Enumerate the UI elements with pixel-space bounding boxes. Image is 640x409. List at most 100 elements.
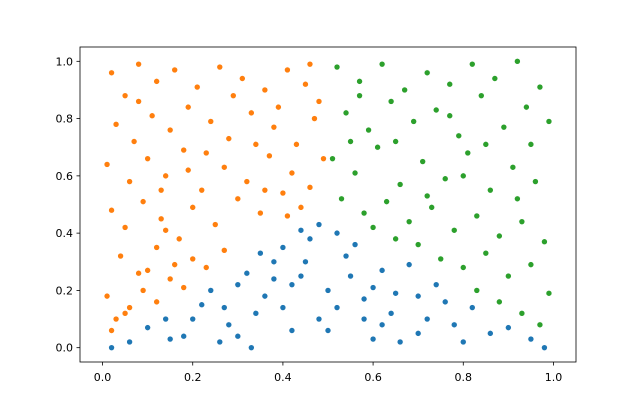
point-series-2	[329, 155, 336, 162]
point-series-2	[473, 287, 481, 294]
point-series-2	[478, 92, 485, 99]
point-series-2	[360, 209, 368, 217]
point-series-0	[261, 292, 269, 300]
point-series-1	[135, 269, 142, 277]
point-series-2	[500, 123, 508, 131]
point-series-1	[261, 186, 269, 194]
point-series-2	[419, 158, 426, 165]
point-series-0	[347, 272, 354, 280]
point-series-1	[220, 247, 228, 254]
point-series-0	[288, 281, 296, 288]
y-tick-label: 1.0	[56, 55, 74, 68]
point-series-0	[351, 241, 359, 248]
point-series-2	[446, 112, 454, 120]
points-layer	[103, 58, 553, 351]
x-tick: 1.0	[545, 362, 563, 384]
point-series-1	[135, 60, 142, 68]
point-series-0	[360, 315, 368, 323]
point-series-0	[288, 327, 296, 334]
x-tick: 0.0	[94, 362, 112, 384]
point-series-1	[297, 204, 305, 211]
point-series-1	[216, 63, 224, 71]
point-series-1	[171, 66, 178, 74]
point-series-2	[383, 198, 390, 205]
point-series-2	[374, 143, 381, 151]
point-series-0	[315, 221, 323, 228]
point-series-0	[333, 304, 341, 311]
point-series-1	[230, 92, 237, 99]
point-series-1	[157, 215, 165, 223]
point-series-2	[459, 264, 467, 271]
y-tick: 0.2	[56, 284, 80, 297]
point-series-1	[121, 92, 129, 99]
point-series-1	[103, 292, 111, 300]
point-series-2	[514, 195, 521, 203]
point-series-0	[234, 332, 242, 340]
point-series-2	[446, 80, 454, 88]
point-series-1	[198, 186, 206, 194]
y-tick: 0.6	[56, 170, 80, 183]
point-series-2	[459, 172, 467, 180]
point-series-1	[144, 155, 151, 162]
point-series-1	[261, 86, 269, 94]
point-series-0	[306, 235, 314, 243]
point-series-0	[302, 258, 309, 266]
point-series-2	[541, 238, 548, 246]
point-series-0	[270, 275, 278, 283]
point-series-1	[135, 98, 142, 105]
point-series-1	[207, 118, 215, 125]
point-series-2	[392, 138, 399, 145]
point-series-2	[410, 118, 417, 125]
x-tick: 0.6	[364, 362, 382, 384]
point-series-0	[527, 335, 535, 343]
y-tick-label: 0.0	[56, 342, 74, 355]
point-series-2	[532, 178, 539, 185]
point-series-1	[279, 189, 287, 197]
point-series-1	[211, 221, 219, 228]
point-series-0	[207, 287, 215, 294]
point-series-2	[487, 186, 494, 194]
point-series-2	[536, 83, 544, 91]
x-tick: 0.4	[274, 362, 292, 384]
point-series-1	[243, 178, 251, 185]
y-tick-label: 0.6	[56, 170, 74, 183]
point-series-2	[464, 149, 472, 157]
point-series-2	[378, 60, 386, 68]
point-series-2	[441, 175, 449, 183]
point-series-0	[505, 324, 512, 331]
point-series-0	[541, 344, 548, 351]
point-series-0	[387, 310, 395, 317]
point-series-1	[266, 152, 273, 160]
point-series-2	[333, 63, 341, 71]
point-series-0	[423, 315, 431, 323]
y-tick-label: 0.8	[56, 113, 74, 126]
point-series-2	[392, 235, 399, 243]
point-series-1	[180, 284, 188, 291]
point-series-2	[351, 169, 359, 177]
point-series-1	[184, 166, 192, 174]
point-series-1	[275, 103, 282, 111]
x-tick-label: 0.2	[184, 371, 202, 384]
point-series-0	[324, 327, 332, 334]
point-series-2	[428, 204, 436, 211]
x-tick-label: 1.0	[545, 371, 563, 384]
point-series-2	[423, 69, 431, 77]
point-series-0	[441, 298, 449, 306]
y-axis: 0.0 0.2 0.4 0.6 0.8 1.0	[56, 55, 80, 355]
point-series-0	[360, 295, 368, 303]
point-series-0	[234, 281, 242, 288]
point-series-2	[505, 272, 512, 280]
point-series-1	[311, 115, 318, 122]
x-tick: 0.8	[455, 362, 472, 384]
point-series-2	[342, 109, 350, 117]
point-series-1	[126, 304, 133, 311]
point-series-1	[166, 275, 174, 283]
point-series-1	[220, 163, 228, 171]
point-series-0	[487, 330, 494, 337]
point-series-1	[126, 178, 133, 185]
point-series-2	[437, 255, 445, 263]
x-tick-label: 0.0	[94, 371, 112, 384]
y-tick: 0.4	[56, 227, 80, 240]
point-series-2	[482, 141, 490, 148]
y-tick: 1.0	[56, 55, 80, 68]
